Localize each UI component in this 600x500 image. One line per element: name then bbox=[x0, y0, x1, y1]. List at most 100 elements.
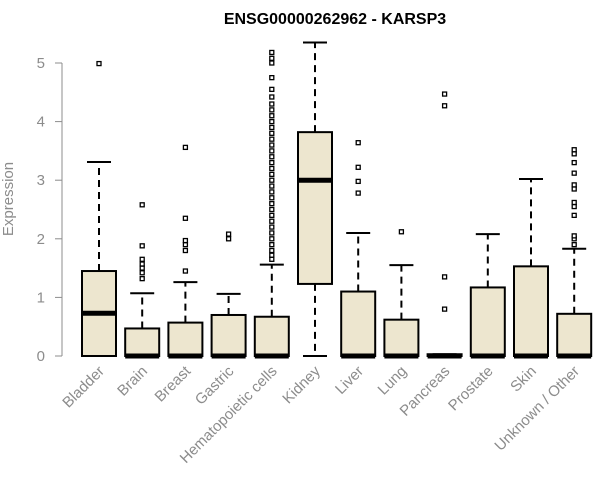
outlier-point bbox=[269, 171, 275, 177]
y-tick-label: 1 bbox=[37, 289, 45, 306]
box-iqr bbox=[253, 315, 290, 358]
outlier-point bbox=[182, 215, 189, 221]
box-group bbox=[426, 91, 463, 359]
box-group bbox=[81, 60, 117, 357]
box-group bbox=[124, 202, 161, 359]
outlier-point bbox=[269, 75, 275, 81]
x-tick-label: Liver bbox=[332, 363, 367, 398]
outlier-point bbox=[571, 212, 577, 219]
box-iqr bbox=[297, 131, 333, 285]
outlier-point bbox=[182, 247, 189, 254]
x-tick-label: Breast bbox=[152, 362, 195, 405]
box-iqr bbox=[513, 265, 549, 358]
outlier-point bbox=[398, 229, 405, 235]
outlier-point bbox=[269, 113, 275, 119]
outlier-point bbox=[139, 256, 145, 262]
outlier-point bbox=[571, 242, 577, 248]
outlier-point bbox=[139, 275, 145, 282]
x-tick-label: Brain bbox=[114, 363, 151, 400]
outlier-point bbox=[139, 265, 145, 271]
outlier-point bbox=[269, 200, 275, 207]
outlier-point bbox=[269, 107, 275, 113]
outlier-point bbox=[269, 94, 275, 100]
outlier-point bbox=[269, 159, 275, 166]
outlier-point bbox=[355, 164, 361, 170]
box-iqr bbox=[556, 312, 593, 358]
outlier-point bbox=[269, 256, 275, 262]
box-iqr bbox=[469, 286, 506, 357]
outlier-point bbox=[269, 247, 275, 254]
box-group bbox=[210, 231, 247, 359]
outlier-point bbox=[182, 268, 189, 274]
box-group bbox=[469, 233, 506, 359]
outlier-point bbox=[571, 170, 577, 176]
outlier-point bbox=[139, 243, 145, 249]
x-tick-label: Bladder bbox=[59, 363, 108, 412]
outlier-point bbox=[269, 142, 275, 148]
x-tick-label: Lung bbox=[375, 363, 411, 399]
outlier-point bbox=[269, 189, 275, 195]
outlier-point bbox=[441, 91, 448, 97]
y-axis-label: Expression bbox=[0, 162, 17, 236]
outlier-point bbox=[269, 212, 275, 219]
outlier-point bbox=[571, 151, 577, 157]
outlier-point bbox=[225, 236, 232, 242]
box-group bbox=[297, 41, 333, 357]
box-group bbox=[340, 140, 377, 359]
outlier-point bbox=[269, 218, 275, 224]
outlier-point bbox=[571, 203, 577, 210]
outlier-point bbox=[269, 124, 275, 131]
outlier-point bbox=[269, 101, 275, 107]
box-group bbox=[556, 147, 593, 359]
box-iqr bbox=[383, 318, 420, 357]
outlier-point bbox=[269, 55, 275, 61]
outlier-point bbox=[139, 261, 145, 267]
outlier-point bbox=[571, 233, 577, 239]
outlier-point bbox=[269, 177, 275, 183]
y-tick-label: 2 bbox=[37, 231, 45, 248]
outlier-point bbox=[269, 86, 275, 93]
box-group bbox=[253, 49, 290, 359]
outlier-point bbox=[269, 206, 275, 213]
box-group bbox=[383, 229, 420, 359]
outlier-point bbox=[269, 183, 275, 189]
outlier-point bbox=[269, 148, 275, 154]
outlier-point bbox=[355, 178, 361, 185]
outlier-point bbox=[269, 195, 275, 201]
outlier-point bbox=[269, 130, 275, 136]
outlier-point bbox=[269, 154, 275, 160]
outlier-point bbox=[441, 103, 448, 109]
outlier-point bbox=[269, 252, 275, 258]
outlier-point bbox=[269, 165, 275, 172]
outlier-point bbox=[571, 199, 577, 206]
y-tick-label: 3 bbox=[37, 172, 45, 189]
outlier-point bbox=[355, 140, 361, 146]
outlier-point bbox=[269, 230, 275, 236]
outlier-point bbox=[269, 242, 275, 248]
outlier-point bbox=[269, 224, 275, 230]
outlier-point bbox=[355, 190, 361, 196]
x-tick-label: Kidney bbox=[279, 362, 324, 407]
box-iqr bbox=[124, 327, 161, 358]
outlier-point bbox=[571, 159, 577, 166]
outlier-point bbox=[571, 147, 577, 153]
outlier-point bbox=[269, 49, 275, 56]
chart-title: ENSG00000262962 - KARSP3 bbox=[224, 11, 446, 28]
outlier-point bbox=[441, 274, 448, 280]
outlier-point bbox=[182, 237, 189, 244]
outlier-point bbox=[269, 136, 275, 142]
outlier-point bbox=[269, 118, 275, 125]
outlier-point bbox=[571, 186, 577, 192]
outlier-point bbox=[139, 270, 145, 276]
box-iqr bbox=[210, 313, 247, 358]
outlier-point bbox=[182, 144, 189, 151]
box-group bbox=[167, 144, 204, 359]
outlier-point bbox=[225, 231, 232, 237]
y-tick-label: 5 bbox=[37, 55, 45, 72]
plot-area bbox=[81, 41, 593, 359]
outlier-point bbox=[96, 60, 102, 67]
x-tick-label: Prostate bbox=[445, 363, 497, 415]
outlier-point bbox=[269, 236, 275, 242]
x-tick-label: Skin bbox=[507, 363, 540, 396]
